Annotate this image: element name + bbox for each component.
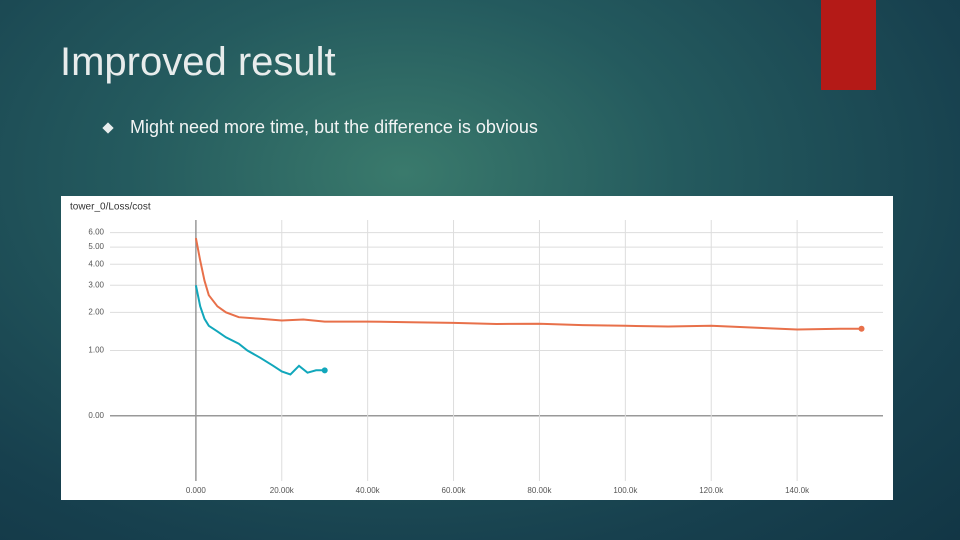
- x-tick-label: 140.0k: [785, 486, 810, 495]
- x-tick-label: 60.00k: [442, 486, 467, 495]
- y-tick-label: 1.00: [88, 346, 104, 355]
- end-point: [321, 367, 328, 374]
- chart-title: tower_0/Loss/cost: [70, 202, 151, 213]
- accent-block: [821, 0, 876, 90]
- series-line: [194, 237, 862, 331]
- x-tick-label: 100.0k: [613, 486, 638, 495]
- y-tick-label: 2.00: [88, 307, 104, 316]
- bullet-text: Might need more time, but the difference…: [130, 117, 538, 137]
- y-tick-label: 4.00: [88, 259, 104, 268]
- slide-title: Improved result: [60, 40, 336, 84]
- y-tick-label: 0.00: [88, 411, 104, 420]
- x-tick-label: 120.0k: [699, 486, 724, 495]
- end-point: [858, 325, 865, 332]
- series-line: [194, 285, 325, 376]
- x-tick-label: 20.00k: [270, 486, 295, 495]
- y-tick-label: 5.00: [88, 242, 104, 251]
- chart-panel: [61, 196, 893, 500]
- x-tick-label: 0.000: [186, 486, 207, 495]
- x-tick-label: 40.00k: [356, 486, 381, 495]
- y-tick-label: 3.00: [88, 280, 104, 289]
- x-tick-label: 80.00k: [527, 486, 552, 495]
- y-tick-label: 6.00: [88, 228, 104, 237]
